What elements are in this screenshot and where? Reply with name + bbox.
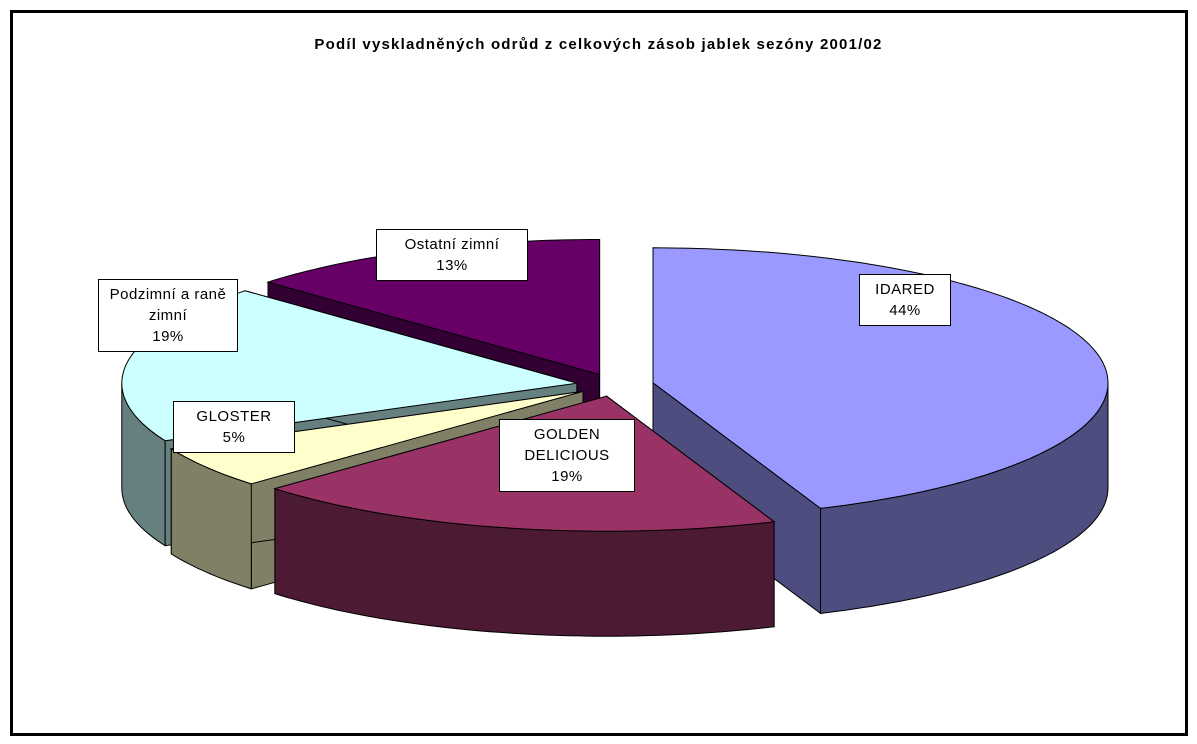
label-value: 19%	[551, 467, 583, 485]
label-value: 19%	[152, 327, 184, 345]
data-label: GOLDEN DELICIOUS 19%	[499, 418, 635, 492]
chart-title: Podíl vyskladněných odrůd z celkových zá…	[314, 36, 883, 53]
label-category: GLOSTER	[196, 408, 272, 425]
label-value: 44%	[889, 302, 921, 319]
label-category: IDARED	[875, 281, 935, 298]
slice	[652, 247, 1109, 509]
label-category: Podzimní a raně zimní	[109, 285, 227, 324]
chart-frame	[10, 10, 1188, 736]
data-label: GLOSTER 5%	[173, 401, 295, 453]
slice	[169, 390, 584, 485]
label-category: Ostatní zimní	[404, 236, 500, 253]
label-value: 13%	[436, 257, 468, 274]
data-label: IDARED 44%	[859, 274, 951, 326]
data-label: Ostatní zimní 13%	[376, 229, 528, 281]
label-category: GOLDEN DELICIOUS	[524, 425, 610, 464]
label-value: 5%	[222, 429, 246, 446]
data-label: Podzimní a raně zimní 19%	[98, 278, 238, 352]
